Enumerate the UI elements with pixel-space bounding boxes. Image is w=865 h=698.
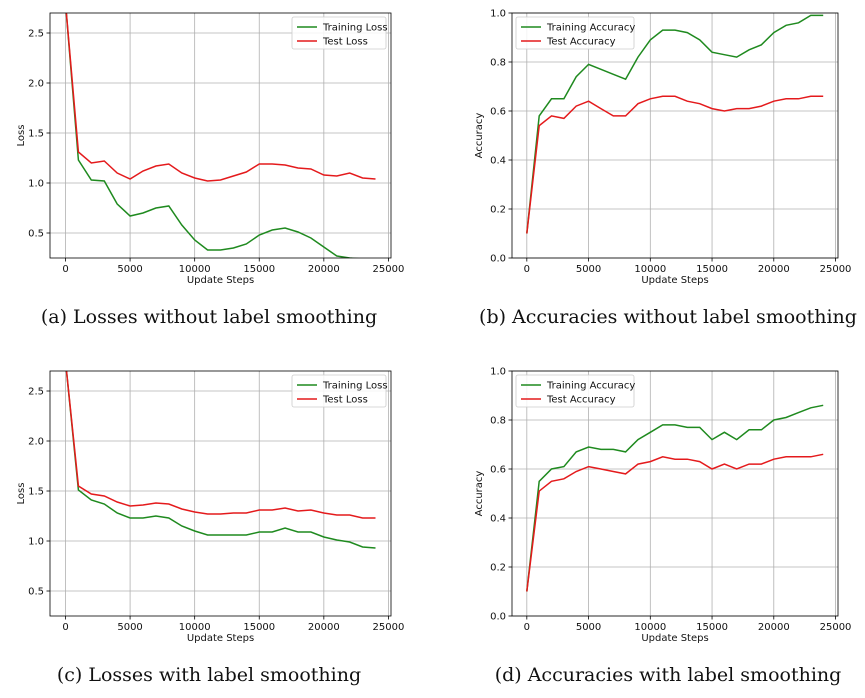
y-tick-label: 0.6 [490,465,506,476]
y-axis-label: Loss [16,125,27,147]
y-tick-label: 1.0 [490,367,506,378]
legend-label: Test Loss [322,395,368,406]
chart-panel: 0 5000 10000 15000 20000 25000 0.0 0.2 0.4 0.6 0.8… [474,9,851,287]
y-tick-label: 0.8 [490,58,506,69]
x-tick-label: 10000 [179,264,211,275]
x-tick-label: 20000 [758,264,790,275]
chart-panel: 0 5000 10000 15000 20000 25000 0.5 1.0 1.5 2.0 2.5… [16,12,405,286]
legend-label: Test Loss [322,37,368,48]
x-tick-label: 25000 [373,264,405,275]
x-axis-label: Update Steps [641,633,708,644]
series-line [526,95,824,234]
caption-c: (c) Losses with label smoothing [57,664,361,686]
x-tick-label: 25000 [373,622,405,633]
y-tick-label: 1.0 [28,537,44,548]
x-axis-label: Update Steps [187,633,254,644]
x-tick-label: 0 [524,622,530,633]
x-tick-label: 10000 [634,622,666,633]
plot-frame [49,12,392,259]
caption-d: (d) Accuracies with label smoothing [495,664,842,686]
y-tick-label: 0.5 [28,587,44,598]
y-axis-label: Accuracy [474,113,485,159]
x-tick-label: 15000 [696,622,728,633]
y-tick-label: 0.5 [28,229,44,240]
series-line [65,371,376,519]
legend-label: Training Loss [322,381,388,392]
x-axis-label: Update Steps [187,275,254,286]
legend-label: Test Accuracy [546,37,616,48]
x-tick-label: 0 [62,622,68,633]
y-tick-label: 2.5 [28,29,44,40]
y-tick-label: 2.5 [28,387,44,398]
x-tick-label: 15000 [696,264,728,275]
y-axis-label: Accuracy [474,471,485,517]
x-tick-label: 20000 [308,622,340,633]
legend-label: Test Accuracy [546,395,616,406]
y-tick-label: 0.8 [490,416,506,427]
x-tick-label: 5000 [576,622,601,633]
y-tick-label: 1.5 [28,129,44,140]
x-tick-label: 20000 [758,622,790,633]
series-line [526,14,824,234]
y-tick-label: 2.0 [28,437,44,448]
series-line [526,404,824,592]
x-tick-label: 10000 [634,264,666,275]
y-tick-label: 2.0 [28,79,44,90]
x-tick-label: 25000 [820,622,852,633]
y-tick-label: 0.0 [490,612,506,623]
y-tick-label: 0.4 [490,156,506,167]
x-tick-label: 0 [524,264,530,275]
series-line [65,371,376,549]
x-tick-label: 5000 [117,622,142,633]
x-tick-label: 20000 [308,264,340,275]
plot-frame [511,12,839,259]
series-line [65,13,360,258]
legend-box [515,374,635,408]
chart-panel: 0 5000 10000 15000 20000 25000 0.5 1.0 1.5 2.0 2.5… [16,370,405,644]
y-tick-label: 0.6 [490,107,506,118]
series-line [526,453,824,592]
y-tick-label: 0.4 [490,514,506,525]
x-tick-label: 25000 [820,264,852,275]
x-tick-label: 5000 [117,264,142,275]
y-tick-label: 1.0 [28,179,44,190]
x-axis-label: Update Steps [641,275,708,286]
x-tick-label: 15000 [243,264,275,275]
y-axis-label: Loss [16,483,27,505]
plot-frame [511,370,839,617]
caption-a: (a) Losses without label smoothing [41,306,377,328]
legend-box [515,16,635,50]
x-tick-label: 5000 [576,264,601,275]
legend-label: Training Accuracy [546,23,635,34]
y-tick-label: 0.2 [490,563,506,574]
y-tick-label: 0.0 [490,254,506,265]
caption-b: (b) Accuracies without label smoothing [479,306,857,328]
x-tick-label: 10000 [179,622,211,633]
plot-frame [49,370,392,617]
x-tick-label: 0 [62,264,68,275]
legend-label: Training Accuracy [546,381,635,392]
y-tick-label: 1.5 [28,487,44,498]
y-tick-label: 0.2 [490,205,506,216]
legend-label: Training Loss [322,23,388,34]
chart-panel: 0 5000 10000 15000 20000 25000 0.0 0.2 0.4 0.6 0.8… [474,367,851,645]
x-tick-label: 15000 [243,622,275,633]
series-line [65,13,376,182]
y-tick-label: 1.0 [490,9,506,20]
